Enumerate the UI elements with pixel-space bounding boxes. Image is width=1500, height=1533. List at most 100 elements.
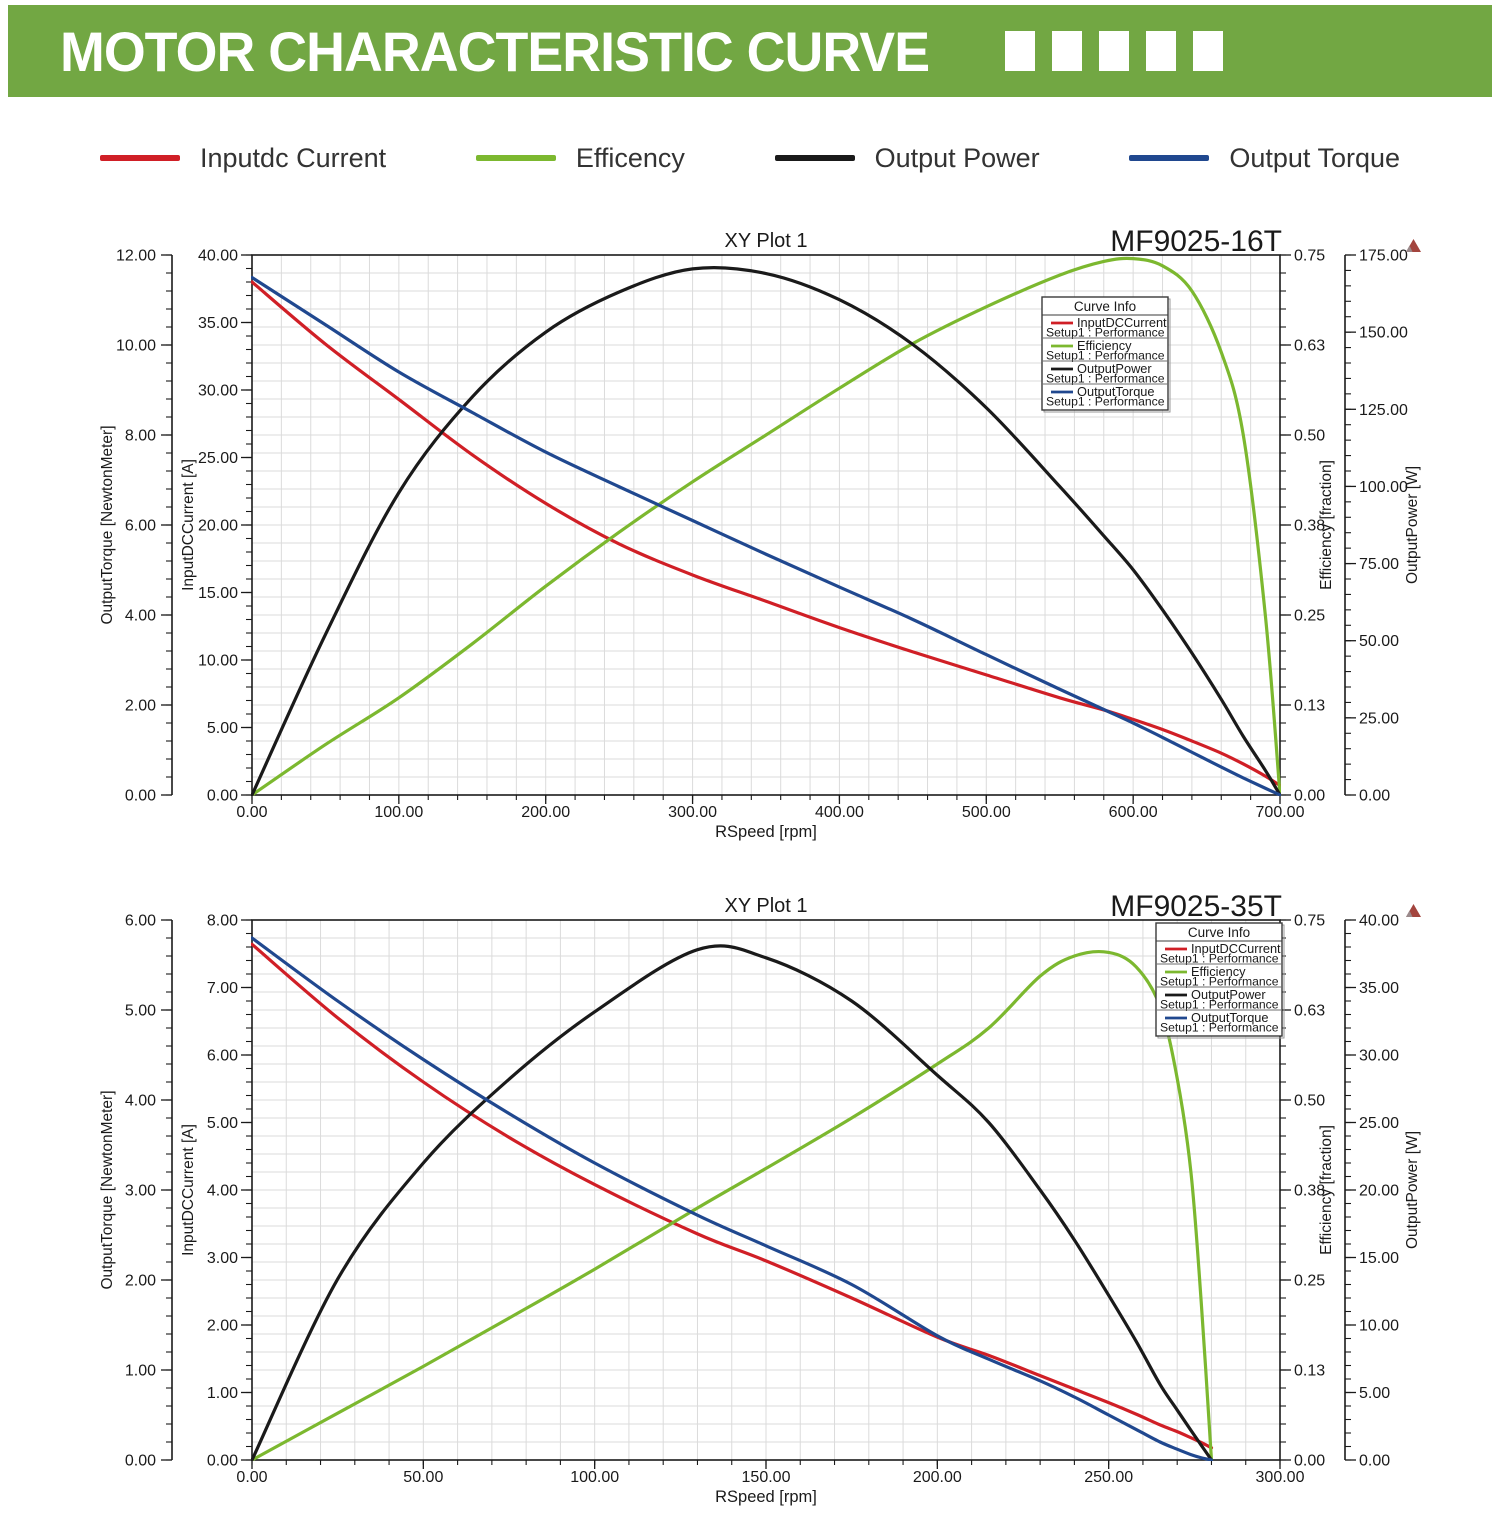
output-torque-tick-label: 12.00 <box>116 248 156 265</box>
legend-item-label: Efficency <box>575 142 685 173</box>
header-squares-icon <box>1005 31 1224 71</box>
output-torque-tick-label: 6.00 <box>125 518 156 535</box>
curve-info-entry-setup: Setup1 : Performance <box>1046 326 1165 340</box>
output-torque-tick-label: 1.00 <box>125 1363 156 1380</box>
x-tick-label: 100.00 <box>374 804 423 821</box>
output-torque-axis: 0.00 2.00 4.00 6.00 8.00 10.00 12.00 OutputTorq… <box>99 248 173 805</box>
curve-info-entry-name: OutputPower <box>1077 361 1152 376</box>
series <box>251 936 1214 1461</box>
output-torque-tick-label: 2.00 <box>125 1273 156 1290</box>
inputdccurrent-curve <box>251 280 1281 788</box>
input-dc-current-tick-label: 10.00 <box>198 653 238 670</box>
input-dc-current-axis: 0.00 1.00 2.00 3.00 4.00 5.00 6.00 7.00 8.00 Inpu… <box>180 913 252 1470</box>
output-power-axis-title: OutputPower [W] <box>1404 466 1421 584</box>
x-tick-label: 200.00 <box>913 1469 962 1486</box>
output-power-tick-label: 5.00 <box>1359 1385 1390 1402</box>
x-tick-label: 300.00 <box>668 804 717 821</box>
outputpower-curve <box>251 265 1281 796</box>
output-power-tick-label: 0.00 <box>1359 788 1390 805</box>
output-power-tick-label: 150.00 <box>1359 325 1408 342</box>
input-dc-current-axis-title: InputDCCurrent [A] <box>180 1124 197 1256</box>
marker-triangle-icon <box>1406 239 1421 252</box>
chart-mf9025-16t: 0.00 2.00 4.00 6.00 8.00 10.00 12.00 OutputTorq… <box>99 225 1421 841</box>
curve-info-entry-name: OutputTorque <box>1191 1010 1269 1025</box>
efficiency-axis: 0.00 0.13 0.25 0.38 0.50 0.63 0.75 Efficiency [… <box>1280 913 1335 1470</box>
x-axis-title: RSpeed [rpm] <box>715 823 817 841</box>
efficency-swatch-icon <box>475 155 556 161</box>
model-title: MF9025-16T <box>1110 225 1282 258</box>
x-tick-label: 0.00 <box>236 804 267 821</box>
efficiency-tick-label: 0.75 <box>1294 913 1325 930</box>
input-dc-current-tick-label: 5.00 <box>207 1115 238 1132</box>
curve-info-entry-name: Efficiency <box>1077 338 1132 353</box>
header-square-icon <box>1052 31 1083 71</box>
efficiency-tick-label: 0.13 <box>1294 698 1325 715</box>
input-dc-current-tick-label: 0.00 <box>207 1453 238 1470</box>
curve-info-entry-name: InputDCCurrent <box>1191 941 1281 956</box>
efficiency-tick-label: 0.38 <box>1294 518 1325 535</box>
output-power-tick-label: 10.00 <box>1359 1318 1399 1335</box>
curve-info-title: Curve Info <box>1074 299 1136 314</box>
x-tick-label: 500.00 <box>962 804 1011 821</box>
curve-info-entry-name: OutputPower <box>1191 987 1266 1002</box>
input-dc-current-tick-label: 0.00 <box>207 788 238 805</box>
legend-item-inputdc-current: Inputdc Current <box>100 143 386 174</box>
plot-title: XY Plot 1 <box>724 895 807 917</box>
x-tick-label: 50.00 <box>403 1469 443 1486</box>
input-dc-current-tick-label: 4.00 <box>207 1183 238 1200</box>
output-power-tick-label: 15.00 <box>1359 1250 1399 1267</box>
input-dc-current-tick-label: 40.00 <box>198 248 238 265</box>
efficiency-curve <box>251 950 1214 1461</box>
input-dc-current-tick-label: 3.00 <box>207 1250 238 1267</box>
x-tick-label: 0.00 <box>236 1469 267 1486</box>
input-dc-current-tick-label: 8.00 <box>207 913 238 930</box>
efficiency-axis-title: Efficiency [fraction] <box>1318 1125 1335 1255</box>
x-tick-label: 400.00 <box>815 804 864 821</box>
outputpower-curve <box>251 944 1214 1461</box>
outputtorque-curve <box>251 936 1214 1461</box>
legend-item-label: Output Power <box>874 142 1040 173</box>
input-dc-current-tick-label: 5.00 <box>207 720 238 737</box>
grid <box>251 919 1281 1461</box>
x-tick-label: 250.00 <box>1084 1469 1133 1486</box>
series <box>251 256 1281 796</box>
plot-title: XY Plot 1 <box>724 230 807 252</box>
x-tick-label: 700.00 <box>1256 804 1305 821</box>
legend-item-output-power: Output Power <box>774 142 1040 174</box>
output-power-tick-label: 30.00 <box>1359 1048 1399 1065</box>
output-torque-tick-label: 0.00 <box>125 788 156 805</box>
curve-info-entry-setup: Setup1 : Performance <box>1046 372 1165 386</box>
input-dc-current-tick-label: 6.00 <box>207 1048 238 1065</box>
efficiency-tick-label: 0.50 <box>1294 1093 1325 1110</box>
legend-item-efficency: Efficency <box>475 142 685 174</box>
x-axis: 0.00 50.00 100.00 150.00 200.00 250.00 300.00 R… <box>236 1460 1305 1506</box>
output-torque-tick-label: 4.00 <box>125 608 156 625</box>
header-square-icon <box>1005 31 1036 71</box>
marker-triangle-icon <box>1406 904 1421 917</box>
efficiency-tick-label: 0.63 <box>1294 1003 1325 1020</box>
output-power-swatch-icon <box>774 155 855 161</box>
curve-info-entry-name: OutputTorque <box>1077 384 1155 399</box>
header-banner: MOTOR CHARACTERISTIC CURVE <box>8 5 1492 97</box>
header-square-icon <box>1099 31 1130 71</box>
input-dc-current-tick-label: 2.00 <box>207 1318 238 1335</box>
output-power-tick-label: 25.00 <box>1359 1115 1399 1132</box>
curve-info-entry-setup: Setup1 : Performance <box>1160 952 1279 966</box>
efficiency-axis: 0.00 0.13 0.25 0.38 0.50 0.63 0.75 Efficiency [… <box>1280 248 1335 805</box>
x-axis: 0.00 100.00 200.00 300.00 400.00 500.00 600.00… <box>236 795 1305 841</box>
output-torque-axis-title: OutputTorque [NewtonMeter] <box>99 425 116 624</box>
x-axis-title: RSpeed [rpm] <box>715 1488 817 1506</box>
input-dc-current-tick-label: 35.00 <box>198 315 238 332</box>
efficiency-curve <box>251 256 1281 796</box>
x-tick-label: 100.00 <box>570 1469 619 1486</box>
output-power-axis: 0.00 5.00 10.00 15.00 20.00 25.00 30.00 35.00 40… <box>1344 913 1421 1470</box>
output-torque-tick-label: 6.00 <box>125 913 156 930</box>
curve-info-entry-setup: Setup1 : Performance <box>1160 975 1279 989</box>
output-power-tick-label: 50.00 <box>1359 633 1399 650</box>
x-tick-label: 150.00 <box>742 1469 791 1486</box>
output-power-tick-label: 0.00 <box>1359 1453 1390 1470</box>
curve-info-entry-setup: Setup1 : Performance <box>1046 395 1165 409</box>
legend-item-output-torque: Output Torque <box>1129 143 1400 174</box>
